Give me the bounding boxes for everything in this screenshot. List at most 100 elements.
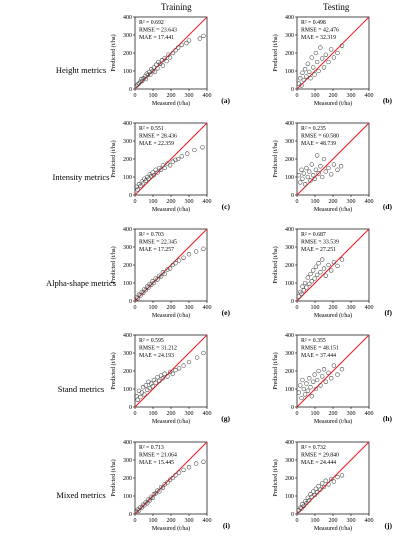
data-point — [184, 40, 189, 46]
panel-label: (i) — [223, 521, 231, 530]
data-point — [305, 174, 310, 180]
data-point — [331, 260, 337, 265]
scatter-plot-e: 0 100 200 300 400 0 100 200 300 400 Measured (t/ha… — [110, 227, 230, 319]
stats-text: MAE = 17.257 — [139, 247, 174, 253]
y-tick-label: 200 — [123, 51, 132, 57]
data-point — [305, 495, 310, 500]
data-point — [331, 479, 337, 484]
scatter-plot-h: 0 100 200 300 400 0 100 200 300 400 Measured (t/ha… — [272, 333, 392, 425]
data-point — [135, 82, 140, 87]
y-tick-label: 400 — [123, 440, 132, 446]
data-point — [331, 162, 337, 167]
y-tick-label: 100 — [123, 281, 132, 287]
x-tick-label: 100 — [311, 411, 320, 417]
data-point — [320, 481, 325, 486]
x-tick-label: 100 — [149, 199, 158, 205]
scatter-plot-c: 0 100 200 300 400 0 100 200 300 400 Measured (t/ha… — [110, 121, 230, 213]
x-tick-label: 200 — [167, 411, 176, 417]
data-point — [305, 61, 310, 66]
data-point — [301, 503, 307, 509]
y-tick-label: 400 — [285, 121, 294, 127]
x-tick-label: 200 — [167, 199, 176, 205]
data-point — [151, 280, 157, 286]
data-point — [312, 492, 317, 498]
y-tick-label: 300 — [285, 351, 294, 357]
data-point — [201, 350, 206, 356]
data-point — [304, 381, 309, 386]
data-point — [170, 159, 175, 164]
data-point — [301, 77, 307, 83]
data-point — [311, 65, 316, 70]
data-point — [139, 505, 145, 510]
data-point — [335, 474, 340, 480]
y-tick-label: 200 — [285, 476, 294, 482]
x-tick-label: 0 — [296, 93, 299, 99]
data-point — [326, 59, 331, 65]
data-point — [321, 156, 327, 162]
data-point — [326, 165, 331, 171]
panel-label: (a) — [221, 96, 230, 105]
x-tick-label: 300 — [347, 93, 356, 99]
stats-text: MAE = 22.359 — [139, 141, 174, 147]
y-tick-label: 400 — [285, 440, 294, 446]
data-point — [296, 390, 301, 395]
data-point — [158, 274, 164, 279]
data-point — [152, 69, 157, 75]
column-title-training: Training — [161, 2, 192, 12]
data-point — [170, 50, 175, 56]
x-axis-label: Measured (t/ha) — [152, 525, 190, 532]
x-tick-label: 300 — [185, 411, 194, 417]
data-point — [140, 78, 145, 84]
y-tick-label: 0 — [129, 193, 132, 199]
y-axis-label: Predicted (t/ha) — [272, 246, 279, 283]
y-tick-label: 200 — [285, 51, 294, 57]
data-point — [136, 388, 142, 393]
x-axis-label: Measured (t/ha) — [314, 206, 352, 213]
x-tick-label: 300 — [185, 305, 194, 311]
data-point — [298, 76, 303, 81]
data-point — [302, 392, 308, 397]
data-point — [323, 273, 328, 278]
data-point — [298, 180, 303, 185]
data-point — [302, 182, 308, 187]
x-tick-label: 0 — [296, 518, 299, 524]
y-tick-label: 100 — [285, 175, 294, 181]
data-point — [300, 70, 305, 75]
data-point — [326, 370, 331, 375]
data-point — [321, 266, 327, 271]
y-tick-label: 100 — [285, 69, 294, 75]
data-point — [148, 72, 153, 77]
data-point — [309, 279, 314, 284]
y-tick-label: 400 — [123, 121, 132, 127]
stats-text: R² = 0.732 — [301, 445, 326, 451]
y-tick-label: 300 — [285, 33, 294, 39]
data-point — [160, 376, 166, 381]
data-point — [155, 170, 160, 175]
data-point — [314, 59, 320, 65]
row-label-alpha-shape-metrics: Alpha-shape metrics — [45, 278, 117, 288]
data-point — [321, 367, 327, 372]
data-point — [304, 165, 309, 171]
stats-text: MAE = 15.445 — [139, 460, 174, 466]
data-point — [147, 498, 152, 503]
data-point — [309, 162, 314, 167]
data-point — [299, 167, 304, 172]
data-point — [197, 36, 202, 41]
stats-text: MAE = 48.739 — [301, 141, 336, 147]
panel-label: (b) — [383, 96, 393, 105]
y-tick-label: 200 — [123, 263, 132, 269]
stats-text: MAE = 32.319 — [301, 35, 336, 41]
data-point — [173, 367, 178, 373]
data-point — [134, 83, 139, 88]
data-point — [186, 465, 192, 470]
data-point — [320, 257, 325, 262]
data-point — [329, 376, 334, 381]
data-point — [194, 461, 199, 466]
x-axis-label: Measured (t/ha) — [152, 418, 190, 425]
x-tick-label: 0 — [134, 305, 137, 311]
data-point — [312, 176, 317, 181]
data-point — [165, 374, 170, 379]
data-point — [160, 485, 166, 491]
x-axis-label: Measured (t/ha) — [314, 418, 352, 425]
x-tick-label: 200 — [167, 305, 176, 311]
